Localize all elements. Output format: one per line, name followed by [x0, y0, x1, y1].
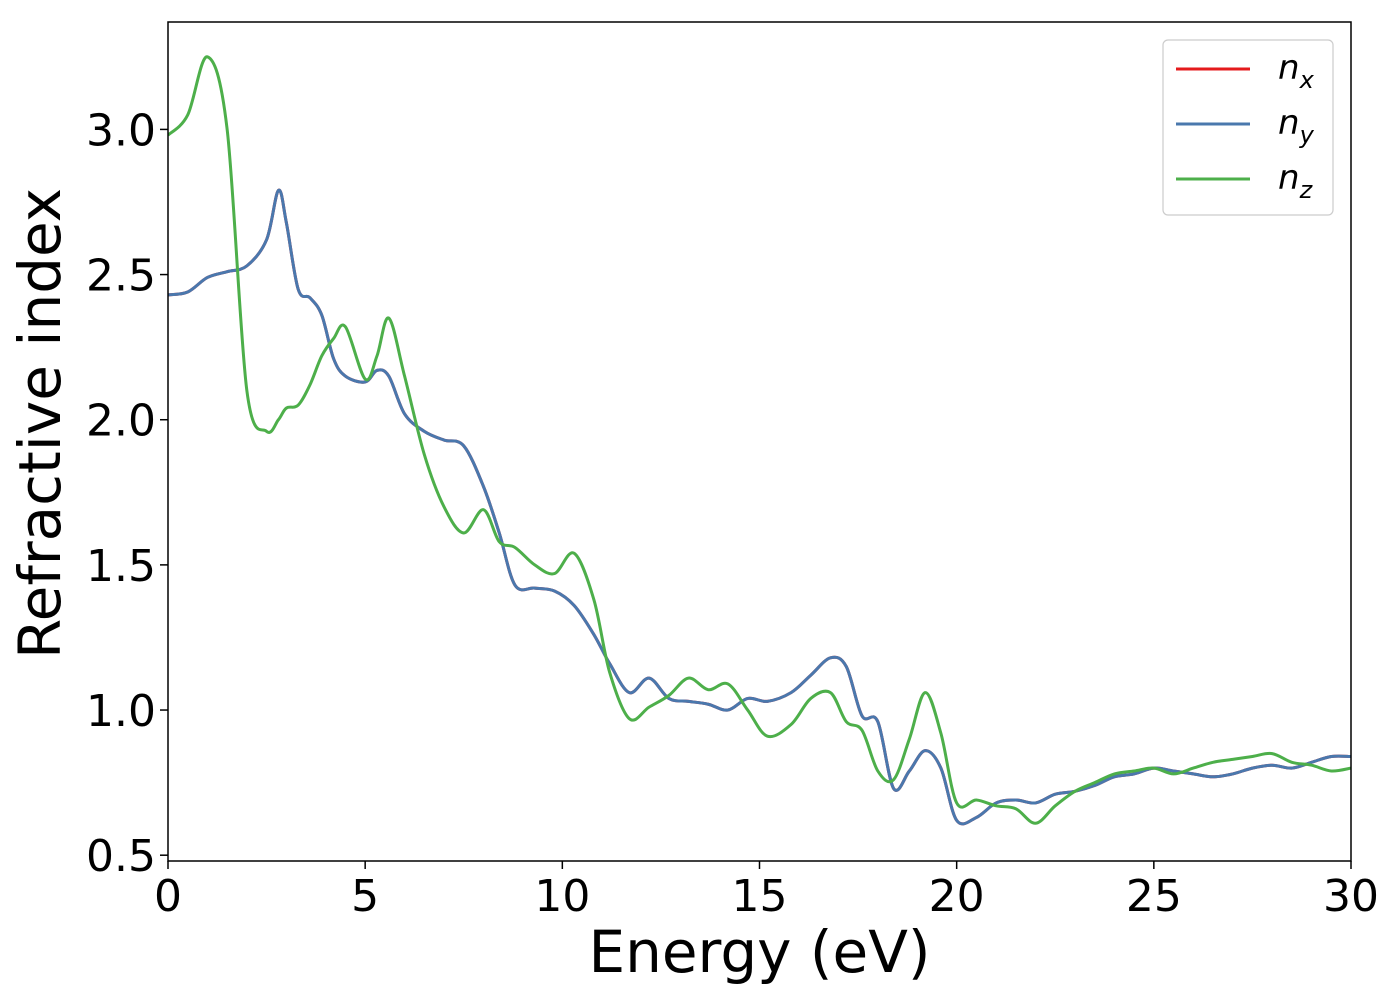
legend-label: nx [1278, 48, 1315, 94]
x-tick-label: 20 [929, 871, 985, 922]
legend-label: nz [1278, 158, 1314, 204]
legend: nx ny nz [1162, 39, 1334, 216]
y-tick-label: 1.0 [86, 686, 156, 737]
series-layer [168, 55, 1351, 826]
legend-label: ny [1278, 103, 1315, 149]
legend-box [1162, 39, 1334, 216]
y-tick-label: 2.5 [86, 251, 156, 302]
y-tick-label: 2.0 [86, 396, 156, 447]
x-tick-label: 15 [732, 871, 788, 922]
x-tick-label: 30 [1323, 871, 1379, 922]
x-tick-label: 25 [1126, 871, 1182, 922]
y-axis-label: Refractive index [6, 188, 74, 659]
x-tick-label: 10 [534, 871, 590, 922]
legend-item-n-z: nz [1176, 158, 1314, 204]
legend-item-n-y: ny [1176, 103, 1315, 149]
y-tick-label: 0.5 [86, 831, 156, 882]
x-tick-label: 0 [154, 871, 182, 922]
y-axis: 0.5 1.0 1.5 2.0 2.5 3.0 [86, 105, 168, 882]
legend-item-n-x: nx [1176, 48, 1315, 94]
y-tick-label: 1.5 [86, 541, 156, 592]
x-axis-label: Energy (eV) [588, 918, 930, 986]
x-tick-label: 5 [351, 871, 379, 922]
series-line-n-y [168, 188, 1351, 826]
y-tick-label: 3.0 [86, 105, 156, 156]
x-axis: 0 5 10 15 20 25 30 [154, 861, 1379, 922]
series-line-n-z [168, 55, 1351, 825]
